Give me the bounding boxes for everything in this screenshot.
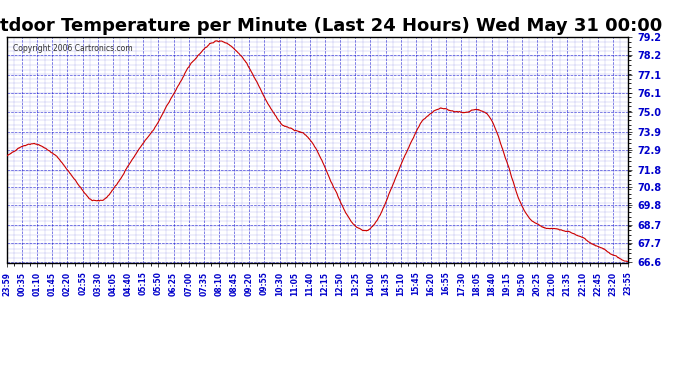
Title: Outdoor Temperature per Minute (Last 24 Hours) Wed May 31 00:00: Outdoor Temperature per Minute (Last 24 … [0, 16, 662, 34]
Text: Copyright 2006 Cartronics.com: Copyright 2006 Cartronics.com [13, 44, 132, 53]
